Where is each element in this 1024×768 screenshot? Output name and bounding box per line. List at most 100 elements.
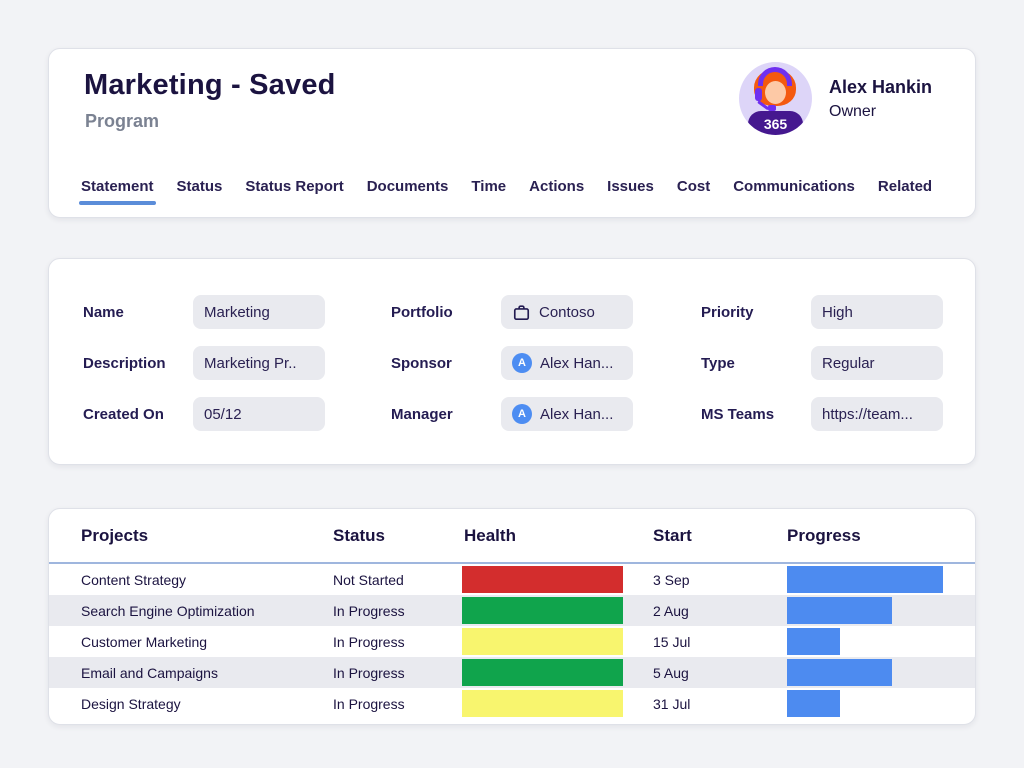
table-header-row: Projects Status Health Start Progress [49, 509, 975, 564]
table-row[interactable]: Email and Campaigns In Progress 5 Aug [49, 657, 975, 688]
table-row[interactable]: Customer Marketing In Progress 15 Jul [49, 626, 975, 657]
form-field-type: Type Regular [701, 346, 975, 380]
progress-track [787, 597, 975, 624]
project-name-cell: Design Strategy [81, 695, 181, 712]
progress-track [787, 566, 975, 593]
column-header-projects: Projects [81, 525, 149, 545]
form-field-priority: Priority High [701, 295, 975, 329]
avatar-face [765, 81, 786, 104]
tab-status-report[interactable]: Status Report [245, 176, 343, 205]
start-date-cell: 15 Jul [653, 633, 691, 650]
tab-issues[interactable]: Issues [607, 176, 654, 205]
program-header-card: Marketing - Saved Program 365 Alex Hanki… [48, 48, 976, 218]
owner-name: Alex Hankin [829, 76, 933, 97]
projects-table-card: Projects Status Health Start Progress Co… [48, 508, 976, 725]
start-date-cell: 2 Aug [653, 602, 689, 619]
tab-statement[interactable]: Statement [79, 176, 156, 205]
form-field-sponsor: Sponsor A Alex Han... [391, 346, 701, 380]
field-input[interactable]: Marketing [193, 295, 325, 329]
field-input[interactable]: Regular [811, 346, 943, 380]
briefcase-icon [512, 303, 531, 322]
form-field-portfolio: Portfolio Contoso [391, 295, 701, 329]
health-bar [462, 659, 623, 686]
field-value: Alex Han... [540, 405, 614, 423]
tab-label: Status Report [245, 178, 344, 195]
page-title: Marketing - Saved [84, 69, 336, 101]
tab-label: Documents [366, 178, 449, 195]
avatar-badge: 365 [748, 111, 803, 135]
table-row[interactable]: Design Strategy In Progress 31 Jul [49, 688, 975, 719]
field-label: Manager [391, 405, 453, 423]
status-cell: Not Started [333, 571, 404, 588]
field-value: Marketing Pr.. [204, 354, 297, 372]
owner-avatar-icon: 365 [739, 62, 812, 135]
progress-track [787, 690, 975, 717]
headset-mic [768, 105, 776, 111]
field-value: Marketing [204, 303, 270, 321]
form-field-name: Name Marketing [83, 295, 391, 329]
owner-chip: 365 Alex Hankin Owner [739, 62, 932, 135]
field-input[interactable]: A Alex Han... [501, 397, 633, 431]
tab-label: Time [471, 178, 507, 195]
field-label: Portfolio [391, 303, 453, 321]
tab-actions[interactable]: Actions [529, 176, 584, 205]
project-name-cell: Search Engine Optimization [81, 602, 255, 619]
field-input[interactable]: High [811, 295, 943, 329]
progress-bar [787, 597, 892, 624]
tab-documents[interactable]: Documents [367, 176, 449, 205]
person-avatar-icon: A [512, 353, 532, 373]
tab-time[interactable]: Time [471, 176, 506, 205]
start-date-cell: 3 Sep [653, 571, 690, 588]
tab-label: Issues [607, 178, 654, 195]
owner-role: Owner [829, 102, 877, 120]
tab-label: Related [877, 178, 933, 195]
table-row[interactable]: Search Engine Optimization In Progress 2… [49, 595, 975, 626]
progress-bar [787, 628, 841, 655]
field-input[interactable]: https://team... [811, 397, 943, 431]
health-bar [462, 628, 623, 655]
tab-label: Status [176, 178, 223, 195]
start-date-cell: 31 Jul [653, 695, 691, 712]
project-name-cell: Customer Marketing [81, 633, 208, 650]
project-name-cell: Email and Campaigns [81, 664, 218, 681]
tab-related[interactable]: Related [878, 176, 932, 205]
field-label: MS Teams [701, 405, 775, 423]
page-subtitle: Program [85, 111, 160, 131]
column-header-progress: Progress [787, 525, 861, 545]
field-value: 05/12 [204, 405, 242, 423]
tab-communications[interactable]: Communications [733, 176, 855, 205]
progress-bar [787, 566, 943, 593]
status-cell: In Progress [333, 695, 405, 712]
field-label: Type [701, 354, 735, 372]
field-input[interactable]: A Alex Han... [501, 346, 633, 380]
field-input[interactable]: Contoso [501, 295, 633, 329]
field-label: Sponsor [391, 354, 452, 372]
column-header-health: Health [464, 525, 516, 545]
avatar-badge-text: 365 [763, 115, 788, 132]
table-row[interactable]: Content Strategy Not Started 3 Sep [49, 564, 975, 595]
health-bar [462, 566, 623, 593]
status-cell: In Progress [333, 633, 405, 650]
tab-label: Cost [676, 178, 711, 195]
field-value: Regular [822, 354, 875, 372]
form-field-ms-teams: MS Teams https://team... [701, 397, 975, 431]
field-value: Contoso [539, 303, 595, 321]
tab-label: Actions [529, 178, 585, 195]
progress-bar [787, 690, 841, 717]
form-grid: Name Marketing Portfolio Contoso Priorit… [49, 259, 975, 431]
progress-track [787, 659, 975, 686]
headset-icon [758, 67, 792, 86]
tab-cost[interactable]: Cost [677, 176, 710, 205]
column-header-start: Start [653, 525, 692, 545]
form-field-manager: Manager A Alex Han... [391, 397, 701, 431]
form-field-description: Description Marketing Pr.. [83, 346, 391, 380]
headset-earcup [755, 88, 762, 101]
tab-label: Statement [81, 178, 154, 195]
health-bar [462, 690, 623, 717]
field-label: Priority [701, 303, 754, 321]
field-input[interactable]: 05/12 [193, 397, 325, 431]
table-body: Content Strategy Not Started 3 Sep Searc… [49, 564, 975, 719]
tab-status[interactable]: Status [177, 176, 223, 205]
program-details-card: Name Marketing Portfolio Contoso Priorit… [48, 258, 976, 465]
field-input[interactable]: Marketing Pr.. [193, 346, 325, 380]
